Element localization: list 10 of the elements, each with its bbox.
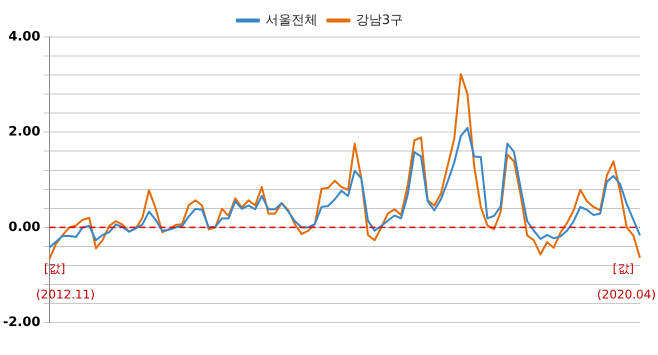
- annotation: (2012.11): [36, 288, 95, 302]
- annotation: (2020.04): [597, 288, 656, 302]
- legend-label: 강남3구: [356, 12, 404, 28]
- annotation: [값]: [612, 262, 634, 276]
- y-tick-label: 2.00: [8, 124, 40, 140]
- y-tick-label: 4.00: [8, 29, 40, 44]
- y-tick-label: 0.00: [8, 220, 40, 235]
- annotation: [값]: [44, 262, 66, 276]
- legend-label: 서울전체: [265, 12, 318, 28]
- y-tick-label: -2.00: [2, 314, 40, 330]
